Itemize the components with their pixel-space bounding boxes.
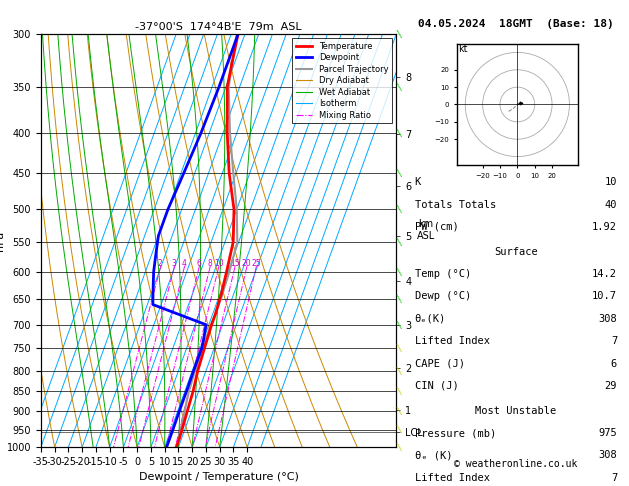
- Text: 40: 40: [604, 200, 617, 209]
- Text: 25: 25: [251, 259, 261, 268]
- Text: 975: 975: [598, 428, 617, 438]
- Text: 4: 4: [182, 259, 187, 268]
- Y-axis label: km
ASL: km ASL: [416, 219, 435, 241]
- Text: 308: 308: [598, 451, 617, 460]
- Text: 7: 7: [611, 336, 617, 346]
- Text: PW (cm): PW (cm): [415, 222, 459, 232]
- Text: 20: 20: [242, 259, 252, 268]
- Text: θₑ (K): θₑ (K): [415, 451, 452, 460]
- Text: © weatheronline.co.uk: © weatheronline.co.uk: [454, 459, 577, 469]
- Text: /: /: [396, 406, 405, 416]
- Legend: Temperature, Dewpoint, Parcel Trajectory, Dry Adiabat, Wet Adiabat, Isotherm, Mi: Temperature, Dewpoint, Parcel Trajectory…: [292, 38, 392, 123]
- Text: 10: 10: [604, 177, 617, 187]
- Text: /: /: [396, 344, 405, 353]
- Text: 29: 29: [604, 381, 617, 391]
- Text: /: /: [396, 442, 405, 452]
- Text: /: /: [396, 425, 405, 434]
- Text: θₑ(K): θₑ(K): [415, 314, 446, 324]
- Text: 15: 15: [230, 259, 240, 268]
- Text: /: /: [396, 128, 405, 138]
- Text: /: /: [396, 169, 405, 178]
- Text: K: K: [415, 177, 421, 187]
- Text: 308: 308: [598, 314, 617, 324]
- Text: 10.7: 10.7: [592, 292, 617, 301]
- Text: Temp (°C): Temp (°C): [415, 269, 470, 279]
- Text: Most Unstable: Most Unstable: [475, 406, 557, 416]
- Text: /: /: [396, 82, 405, 91]
- Text: /: /: [396, 267, 405, 277]
- Text: /: /: [396, 205, 405, 214]
- Text: Surface: Surface: [494, 247, 538, 257]
- Text: 3: 3: [172, 259, 177, 268]
- Text: /: /: [396, 320, 405, 330]
- Y-axis label: hPa: hPa: [0, 230, 5, 251]
- Text: 04.05.2024  18GMT  (Base: 18): 04.05.2024 18GMT (Base: 18): [418, 19, 614, 29]
- Text: Pressure (mb): Pressure (mb): [415, 428, 496, 438]
- Text: /: /: [396, 366, 405, 375]
- Text: /: /: [396, 29, 405, 39]
- Text: CIN (J): CIN (J): [415, 381, 459, 391]
- Text: Lifted Index: Lifted Index: [415, 473, 489, 483]
- Text: CAPE (J): CAPE (J): [415, 359, 464, 368]
- Text: /: /: [396, 387, 405, 396]
- Text: Dewp (°C): Dewp (°C): [415, 292, 470, 301]
- Text: Totals Totals: Totals Totals: [415, 200, 496, 209]
- Text: 6: 6: [197, 259, 201, 268]
- Text: 6: 6: [611, 359, 617, 368]
- Text: 1.92: 1.92: [592, 222, 617, 232]
- Text: /: /: [396, 237, 405, 247]
- Text: 10: 10: [214, 259, 223, 268]
- Title: -37°00'S  174°4B'E  79m  ASL: -37°00'S 174°4B'E 79m ASL: [135, 22, 302, 32]
- Text: 2: 2: [158, 259, 163, 268]
- Text: 8: 8: [208, 259, 212, 268]
- Text: 14.2: 14.2: [592, 269, 617, 279]
- Text: 7: 7: [611, 473, 617, 483]
- Text: kt: kt: [459, 44, 468, 54]
- Text: Lifted Index: Lifted Index: [415, 336, 489, 346]
- X-axis label: Dewpoint / Temperature (°C): Dewpoint / Temperature (°C): [138, 472, 299, 483]
- Text: /: /: [396, 295, 405, 304]
